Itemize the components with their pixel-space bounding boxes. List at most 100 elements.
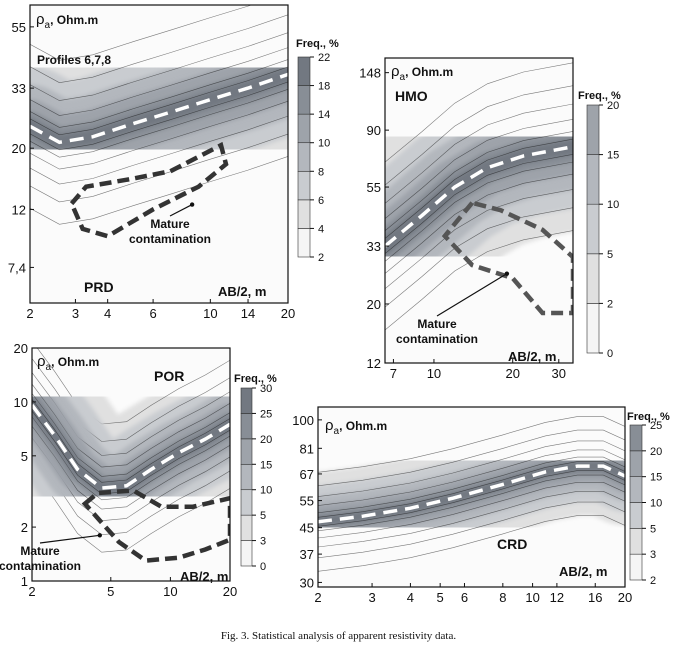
colorbar-tick-label-crd: 2 xyxy=(650,575,656,587)
contamination-zone-hmo xyxy=(441,200,573,316)
x-tick-label-prd: 14 xyxy=(241,306,255,321)
trend-line-hmo xyxy=(385,144,573,248)
annotation-arrow-hmo xyxy=(436,273,508,317)
x-tick-label-hmo: 10 xyxy=(427,366,441,381)
y-axis-label-prd: ρa, Ohm.m xyxy=(36,11,98,31)
x-axis-label-crd: AB/2, m xyxy=(559,564,607,579)
colorbar-tick-label-por: 25 xyxy=(260,408,272,420)
x-tick-label-por: 2 xyxy=(28,584,35,599)
colorbar-title-por: Freq., % xyxy=(234,373,277,385)
colorbar-segment-prd xyxy=(297,142,311,172)
x-tick-label-prd: 10 xyxy=(203,306,217,321)
colorbar-segment-crd xyxy=(629,476,643,503)
plot-frame-por xyxy=(31,347,231,582)
annotation-hmo: contamination xyxy=(396,332,478,346)
x-axis-label-hmo: AB/2, m xyxy=(508,349,556,364)
plot-frame-crd xyxy=(317,406,626,588)
y-tick-label-hmo: 12 xyxy=(367,356,381,371)
y-axis-label-crd: ρa, Ohm.m xyxy=(325,417,387,437)
colorbar-segment-crd xyxy=(629,502,643,529)
colorbar-segment-por xyxy=(240,540,253,567)
colorbar-tick-label-crd: 5 xyxy=(650,523,656,535)
y-tick-label-por: 5 xyxy=(21,449,28,464)
colorbar-tick-label-hmo: 2 xyxy=(607,298,613,310)
panel-label-prd: PRD xyxy=(84,279,114,295)
x-tick-label-por: 10 xyxy=(163,584,177,599)
x-tick-label-crd: 4 xyxy=(407,590,414,605)
colorbar-tick-label-por: 0 xyxy=(260,561,266,573)
colorbar-segment-hmo xyxy=(586,154,600,205)
colorbar-tick-label-crd: 15 xyxy=(650,472,662,484)
colorbar-tick-label-por: 30 xyxy=(260,383,272,395)
colorbar-tick-label-prd: 18 xyxy=(318,81,330,93)
x-axis-label-por: AB/2, m xyxy=(180,569,228,584)
annotation-por: Mature xyxy=(20,544,60,558)
y-tick-label-crd: 30 xyxy=(300,575,314,590)
y-tick-label-por: 2 xyxy=(21,520,28,535)
y-tick-label-prd: 12 xyxy=(12,202,26,217)
y-tick-label-hmo: 33 xyxy=(367,239,381,254)
annotation-arrow-head-por xyxy=(97,533,102,538)
figure-caption: Fig. 3. Statistical analysis of apparent… xyxy=(220,630,457,642)
colorbar-segment-por xyxy=(240,463,253,491)
annotation-prd: Mature xyxy=(150,217,190,231)
colorbar-tick-label-crd: 10 xyxy=(650,498,662,510)
panel-subtitle-prd: Profiles 6,7,8 xyxy=(37,53,111,67)
x-tick-label-por: 5 xyxy=(107,584,114,599)
colorbar-title-crd: Freq., % xyxy=(627,411,670,423)
plot-frame-prd xyxy=(29,4,289,304)
y-tick-label-hmo: 20 xyxy=(367,297,381,312)
colorbar-title-hmo: Freq., % xyxy=(578,90,621,102)
contamination-zone-por xyxy=(81,488,230,563)
colorbar-tick-label-crd: 20 xyxy=(650,446,662,458)
y-tick-label-crd: 37 xyxy=(300,547,314,562)
y-tick-label-hmo: 148 xyxy=(359,66,381,81)
plot-frame-hmo xyxy=(384,57,574,364)
y-tick-label-hmo: 55 xyxy=(367,180,381,195)
colorbar-segment-hmo xyxy=(586,303,600,354)
x-tick-label-hmo: 30 xyxy=(552,366,566,381)
colorbar-tick-label-hmo: 10 xyxy=(607,199,619,211)
colorbar-segment-crd xyxy=(629,553,643,581)
colorbar-tick-label-por: 15 xyxy=(260,459,272,471)
colorbar-tick-label-prd: 8 xyxy=(318,166,324,178)
colorbar-title-prd: Freq., % xyxy=(296,38,339,50)
annotation-arrow-head-hmo xyxy=(504,271,510,276)
x-tick-label-prd: 6 xyxy=(149,306,156,321)
trend-line-por xyxy=(32,404,230,490)
annotation-hmo: Mature xyxy=(417,317,457,331)
colorbar-tick-label-hmo: 0 xyxy=(607,348,613,360)
contamination-zone-prd xyxy=(68,141,229,239)
panel-prd: 2 3 4 6 10 14 20 7,4 12 20 33 55 ρa, Ohm.m PRD Profile… xyxy=(8,4,339,321)
x-tick-label-crd: 5 xyxy=(437,590,444,605)
x-tick-label-crd: 6 xyxy=(461,590,468,605)
x-tick-label-crd: 8 xyxy=(499,590,506,605)
colorbar-segment-hmo xyxy=(586,203,600,255)
colorbar-segment-por xyxy=(240,387,253,414)
colorbar-tick-label-por: 10 xyxy=(260,485,272,497)
colorbar-tick-label-por: 3 xyxy=(260,536,266,548)
y-axis-label-por: ρa, Ohm.m xyxy=(37,353,99,373)
colorbar-segment-prd xyxy=(297,199,311,229)
y-tick-label-hmo: 90 xyxy=(367,123,381,138)
colorbar-tick-label-por: 5 xyxy=(260,510,266,522)
y-tick-label-por: 10 xyxy=(14,395,28,410)
colorbar-tick-label-prd: 6 xyxy=(318,195,324,207)
x-tick-label-por: 20 xyxy=(223,584,237,599)
x-tick-label-hmo: 7 xyxy=(390,366,397,381)
colorbar-tick-label-crd: 25 xyxy=(650,420,662,432)
annotation-por: contamination xyxy=(0,559,81,573)
trend-line-crd xyxy=(318,464,625,524)
x-tick-label-crd: 10 xyxy=(525,590,539,605)
y-tick-label-prd: 7,4 xyxy=(8,260,26,275)
colorbar-tick-label-hmo: 20 xyxy=(607,100,619,112)
x-tick-label-crd: 3 xyxy=(368,590,375,605)
colorbar-segment-por xyxy=(240,438,253,465)
x-tick-label-prd: 20 xyxy=(281,306,295,321)
colorbar-segment-por xyxy=(240,514,253,541)
x-tick-label-prd: 2 xyxy=(26,306,33,321)
colorbar-tick-label-hmo: 5 xyxy=(607,249,613,261)
